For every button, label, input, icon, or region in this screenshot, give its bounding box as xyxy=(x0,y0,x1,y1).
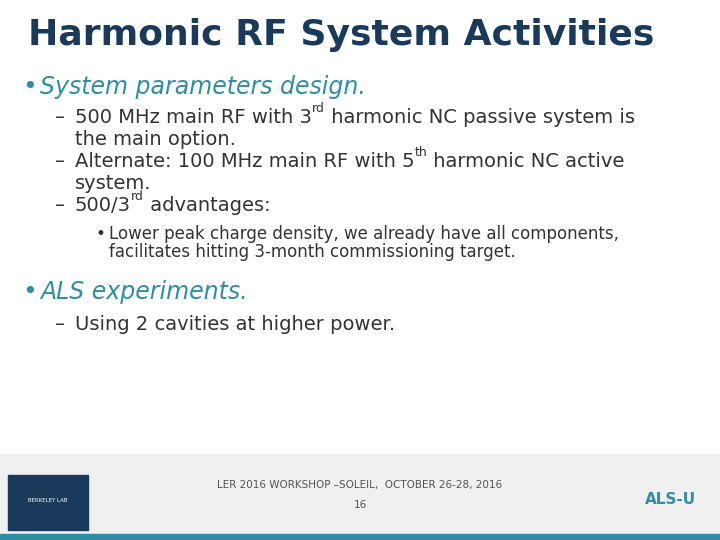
Text: –: – xyxy=(55,108,65,127)
Text: Alternate: 100 MHz main RF with 5: Alternate: 100 MHz main RF with 5 xyxy=(75,152,415,171)
Text: –: – xyxy=(55,315,65,334)
Bar xyxy=(0,534,720,540)
Text: LER 2016 WORKSHOP –SOLEIL,  OCTOBER 26-28, 2016: LER 2016 WORKSHOP –SOLEIL, OCTOBER 26-28… xyxy=(217,480,503,490)
Text: system.: system. xyxy=(75,174,151,193)
Text: 16: 16 xyxy=(354,500,366,510)
Text: •: • xyxy=(22,75,37,99)
Text: ALS-U: ALS-U xyxy=(644,492,696,508)
Text: ALS experiments.: ALS experiments. xyxy=(40,280,248,304)
Text: –: – xyxy=(55,152,65,171)
Text: th: th xyxy=(415,146,428,159)
Text: harmonic NC active: harmonic NC active xyxy=(428,152,625,171)
Text: •: • xyxy=(22,280,37,304)
Text: Harmonic RF System Activities: Harmonic RF System Activities xyxy=(28,18,654,52)
Text: facilitates hitting 3-month commissioning target.: facilitates hitting 3-month commissionin… xyxy=(109,243,516,261)
Text: the main option.: the main option. xyxy=(75,130,236,149)
Text: –: – xyxy=(55,196,65,215)
Bar xyxy=(0,454,720,534)
Text: System parameters design.: System parameters design. xyxy=(40,75,366,99)
Text: harmonic NC passive system is: harmonic NC passive system is xyxy=(325,108,635,127)
Text: 500 MHz main RF with 3: 500 MHz main RF with 3 xyxy=(75,108,312,127)
Text: rd: rd xyxy=(131,190,144,203)
Text: rd: rd xyxy=(312,102,325,115)
Bar xyxy=(8,475,88,530)
Text: Using 2 cavities at higher power.: Using 2 cavities at higher power. xyxy=(75,315,395,334)
Text: advantages:: advantages: xyxy=(144,196,271,215)
Text: •: • xyxy=(95,225,105,243)
Text: BERKELEY LAB: BERKELEY LAB xyxy=(28,497,68,503)
Text: Lower peak charge density, we already have all components,: Lower peak charge density, we already ha… xyxy=(109,225,619,243)
Text: 500/3: 500/3 xyxy=(75,196,131,215)
